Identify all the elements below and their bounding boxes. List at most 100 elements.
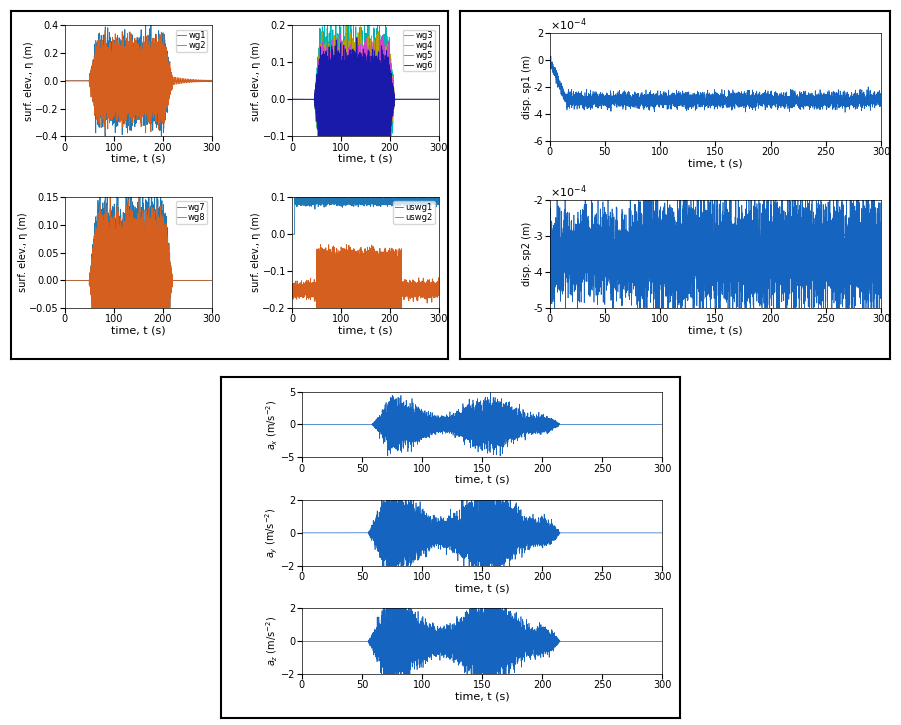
wg2 [126, 52, 137, 61]
X-axis label: time, t (s): time, t (s) [338, 326, 393, 336]
uswg1 [322, 196, 332, 205]
Y-axis label: surf. elev., η (m): surf. elev., η (m) [18, 213, 28, 292]
wg3 [314, 186, 325, 195]
wg3 [288, 95, 299, 104]
wg3 [322, 67, 332, 76]
X-axis label: time, t (s): time, t (s) [455, 692, 509, 702]
wg5 [432, 95, 442, 104]
Line: uswg1: uswg1 [292, 194, 439, 234]
Line: uswg2: uswg2 [292, 244, 439, 337]
wg5 [322, 70, 332, 79]
Line: wg5: wg5 [292, 34, 439, 168]
wg5 [335, 30, 346, 38]
uswg2 [433, 285, 444, 294]
wg4 [433, 95, 444, 104]
wg4 [397, 95, 408, 104]
uswg1 [432, 197, 442, 206]
uswg1 [353, 200, 364, 209]
wg4 [416, 95, 427, 104]
wg8 [204, 276, 214, 285]
wg3 [287, 95, 297, 104]
wg7 [106, 376, 117, 384]
Line: wg6: wg6 [292, 38, 439, 164]
wg5 [288, 95, 299, 104]
Legend: wg3, wg4, wg5, wg6: wg3, wg4, wg5, wg6 [403, 30, 434, 71]
Text: $\times10^{-4}$: $\times10^{-4}$ [550, 16, 587, 33]
uswg2 [397, 281, 408, 290]
Y-axis label: $a_z$ (m/s$^{-2}$): $a_z$ (m/s$^{-2}$) [264, 616, 280, 666]
Legend: uswg1, uswg2: uswg1, uswg2 [393, 202, 434, 223]
wg5 [433, 95, 444, 104]
wg6 [288, 95, 299, 104]
wg4 [376, 167, 387, 176]
wg6 [322, 62, 332, 70]
Line: wg3: wg3 [292, 6, 439, 191]
uswg2 [341, 240, 352, 249]
wg1 [204, 77, 214, 86]
wg2 [189, 78, 200, 86]
uswg1 [416, 193, 427, 202]
wg3 [364, 1, 375, 10]
wg4 [288, 95, 299, 104]
uswg1 [433, 197, 444, 206]
Line: wg1: wg1 [65, 23, 212, 136]
wg2 [59, 76, 70, 85]
wg1 [100, 131, 111, 140]
Legend: wg1, wg2: wg1, wg2 [176, 30, 207, 51]
uswg2 [432, 283, 442, 291]
wg1 [189, 76, 200, 85]
wg7 [206, 276, 217, 285]
wg8 [95, 209, 105, 218]
Y-axis label: $a_y$ (m/s$^{-2}$): $a_y$ (m/s$^{-2}$) [264, 507, 280, 558]
wg8 [133, 191, 144, 199]
X-axis label: time, t (s): time, t (s) [455, 475, 509, 485]
Line: wg2: wg2 [65, 30, 212, 133]
Y-axis label: disp. sp2 (m): disp. sp2 (m) [523, 222, 532, 286]
Y-axis label: surf. elev., η (m): surf. elev., η (m) [23, 41, 33, 120]
wg1 [206, 77, 217, 86]
wg8 [61, 276, 72, 285]
wg4 [353, 96, 364, 105]
wg4 [341, 21, 351, 30]
X-axis label: time, t (s): time, t (s) [688, 158, 742, 168]
wg2 [169, 78, 180, 87]
wg1 [95, 28, 105, 37]
Y-axis label: surf. elev., η (m): surf. elev., η (m) [251, 213, 261, 292]
wg5 [356, 164, 367, 173]
wg6 [287, 95, 297, 104]
wg7 [204, 276, 214, 285]
uswg2 [353, 310, 364, 318]
wg3 [416, 95, 427, 104]
wg7 [126, 323, 137, 331]
X-axis label: time, t (s): time, t (s) [688, 326, 742, 336]
uswg1 [329, 190, 340, 199]
uswg2 [287, 286, 297, 295]
Y-axis label: disp. sp1 (m): disp. sp1 (m) [523, 54, 532, 119]
wg8 [189, 276, 200, 285]
Y-axis label: surf. elev., η (m): surf. elev., η (m) [251, 41, 261, 120]
uswg1 [287, 230, 297, 239]
wg5 [287, 95, 297, 104]
uswg2 [288, 279, 299, 288]
wg6 [433, 95, 444, 104]
uswg2 [416, 281, 427, 290]
uswg1 [288, 230, 299, 239]
Text: $\times10^{-4}$: $\times10^{-4}$ [550, 183, 587, 200]
Line: wg8: wg8 [65, 195, 212, 362]
wg5 [397, 95, 408, 104]
wg1 [146, 19, 157, 28]
wg2 [100, 26, 111, 35]
uswg2 [322, 289, 332, 298]
wg2 [95, 119, 105, 128]
wg2 [206, 76, 217, 85]
X-axis label: time, t (s): time, t (s) [111, 326, 166, 336]
wg8 [206, 276, 217, 285]
wg7 [61, 276, 72, 285]
wg3 [353, 76, 364, 85]
Legend: wg7, wg8: wg7, wg8 [176, 202, 207, 223]
X-axis label: time, t (s): time, t (s) [455, 584, 509, 593]
wg1 [169, 77, 180, 86]
uswg1 [397, 194, 408, 203]
Line: wg7: wg7 [65, 181, 212, 380]
wg6 [416, 95, 427, 104]
